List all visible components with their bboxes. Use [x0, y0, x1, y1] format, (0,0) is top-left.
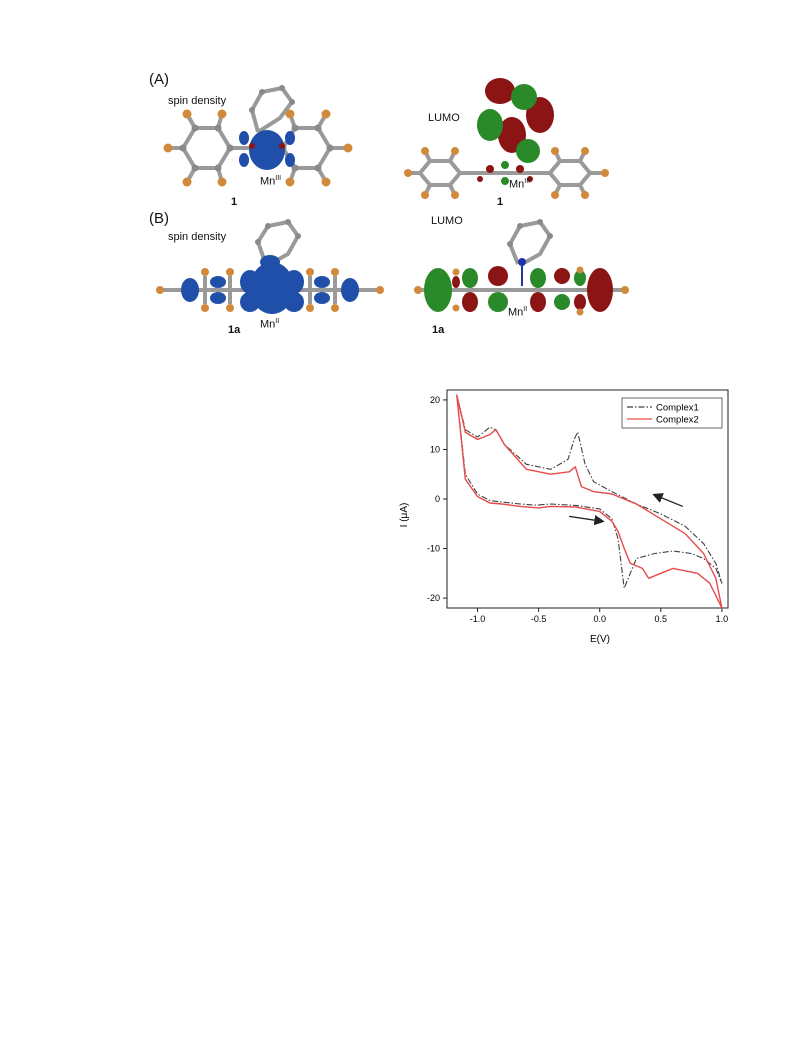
x-tick-label: 0.0 — [593, 614, 606, 624]
compound-label-lumo-b: 1a — [432, 324, 445, 336]
spin-density-molecule-b — [156, 219, 384, 314]
y-tick-label: -20 — [427, 593, 440, 603]
legend-entry: Complex1 — [656, 403, 699, 414]
spin-density-caption-a: spin density — [168, 95, 227, 107]
series-line-complex2 — [456, 394, 723, 609]
y-tick-label: 0 — [435, 494, 440, 504]
scan-direction-arrow — [652, 493, 684, 508]
x-tick-label: -1.0 — [470, 614, 486, 624]
metal-label-spin-b: MnII — [260, 318, 280, 331]
compound-label-spin-a: 1 — [231, 196, 238, 208]
spin-density-caption-b: spin density — [168, 231, 227, 243]
spin-density-molecule-a — [163, 85, 353, 187]
lumo-caption-b: LUMO — [431, 215, 463, 227]
metal-label-lumo-a: MnIII — [509, 178, 531, 191]
x-axis-label: E(V) — [590, 634, 610, 645]
panel-label-b: (B) — [149, 210, 169, 227]
x-tick-label: -0.5 — [531, 614, 547, 624]
x-tick-label: 0.5 — [655, 614, 668, 624]
y-tick-label: 20 — [430, 395, 440, 405]
lumo-caption-a: LUMO — [428, 112, 460, 124]
scan-direction-arrow — [569, 514, 605, 526]
metal-label-spin-a: MnIII — [260, 175, 282, 188]
y-axis-label: I (μA) — [399, 503, 410, 528]
x-tick-label: 1.0 — [716, 614, 729, 624]
metal-label-lumo-b: MnII — [508, 306, 528, 319]
legend-box — [621, 397, 723, 429]
y-tick-label: -10 — [427, 544, 440, 554]
lumo-molecule-b — [414, 219, 629, 316]
legend-entry: Complex2 — [656, 415, 699, 426]
lumo-molecule-a — [404, 78, 609, 199]
compound-label-spin-b: 1a — [228, 324, 241, 336]
compound-label-lumo-a: 1 — [497, 196, 504, 208]
panel-label-a: (A) — [149, 71, 169, 88]
y-tick-label: 10 — [430, 444, 440, 454]
cyclic-voltammogram-chart: -1.0 -0.5 0.0 0.5 1.0 -20 -10 0 10 20 Complex1Co… — [399, 389, 729, 645]
